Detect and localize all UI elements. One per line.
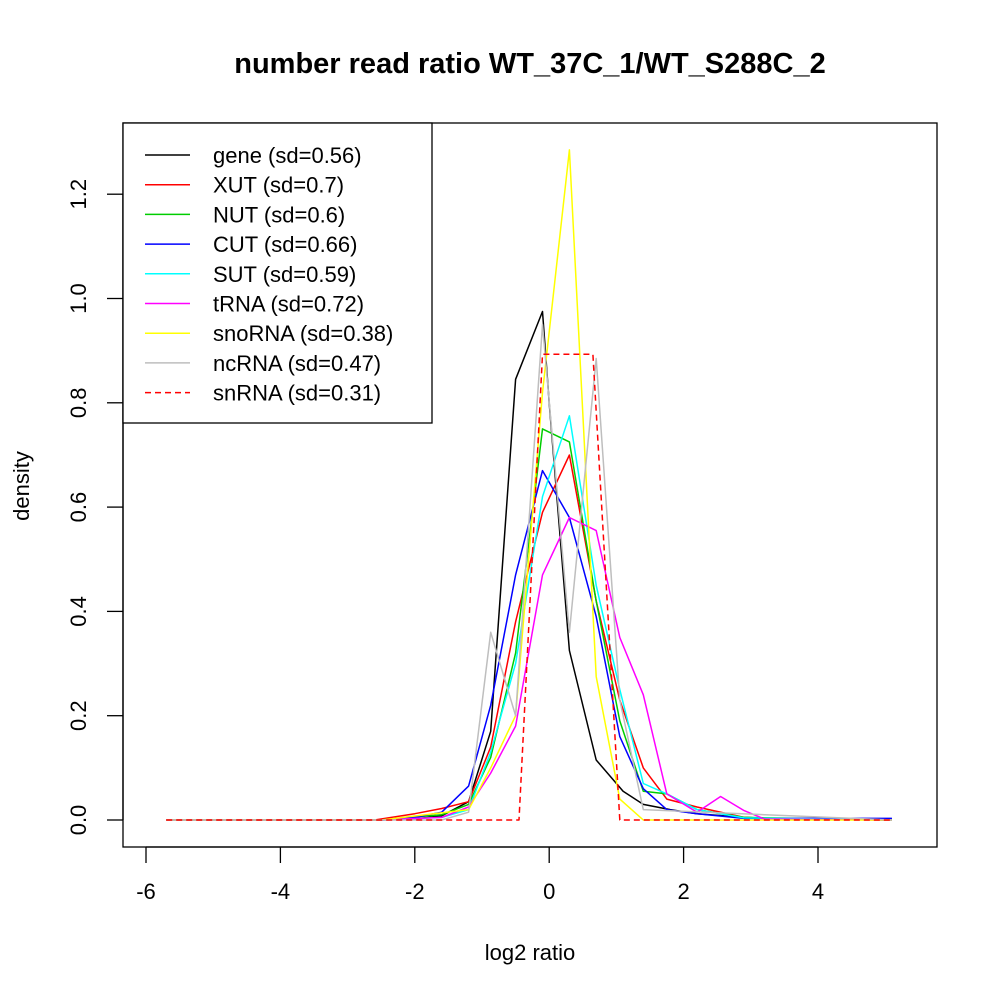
- y-tick-label: 0.8: [66, 388, 91, 419]
- series-line-4: [166, 415, 892, 821]
- y-tick-label: 0.2: [66, 700, 91, 731]
- y-tick-label: 0.6: [66, 492, 91, 523]
- y-tick-label: 0.0: [66, 805, 91, 836]
- series-line-1: [166, 454, 892, 821]
- y-axis: 0.0 0.2 0.4 0.6 0.8 1.0 1.2: [66, 179, 124, 836]
- legend-label-0: gene (sd=0.56): [213, 143, 362, 168]
- x-axis-title: log2 ratio: [485, 940, 576, 965]
- legend-label-1: XUT (sd=0.7): [213, 173, 344, 198]
- legend-label-6: snoRNA (sd=0.38): [213, 321, 393, 346]
- legend-label-7: ncRNA (sd=0.47): [213, 351, 381, 376]
- y-axis-title: density: [9, 451, 34, 521]
- x-axis: -6 -4 -2 0 2 4: [136, 846, 824, 904]
- legend-label-8: snRNA (sd=0.31): [213, 381, 381, 406]
- legend-label-4: SUT (sd=0.59): [213, 262, 356, 287]
- series-line-8: [166, 353, 892, 821]
- y-tick-label: 1.0: [66, 283, 91, 314]
- legend: gene (sd=0.56) XUT (sd=0.7) NUT (sd=0.6) CU…: [122, 122, 433, 424]
- y-tick-label: 0.4: [66, 596, 91, 627]
- x-tick-label: -4: [271, 879, 291, 904]
- legend-label-2: NUT (sd=0.6): [213, 202, 345, 227]
- chart-title: number read ratio WT_37C_1/WT_S288C_2: [234, 48, 825, 80]
- x-tick-label: 0: [543, 879, 555, 904]
- y-tick-label: 1.2: [66, 179, 91, 210]
- x-tick-label: -2: [405, 879, 425, 904]
- series-line-6: [166, 149, 892, 821]
- legend-label-5: tRNA (sd=0.72): [213, 292, 364, 317]
- legend-label-3: CUT (sd=0.66): [213, 232, 357, 257]
- series-layer: [166, 149, 892, 821]
- x-tick-label: 2: [677, 879, 689, 904]
- x-tick-label: 4: [812, 879, 824, 904]
- x-tick-label: -6: [136, 879, 156, 904]
- legend-box: [122, 122, 433, 424]
